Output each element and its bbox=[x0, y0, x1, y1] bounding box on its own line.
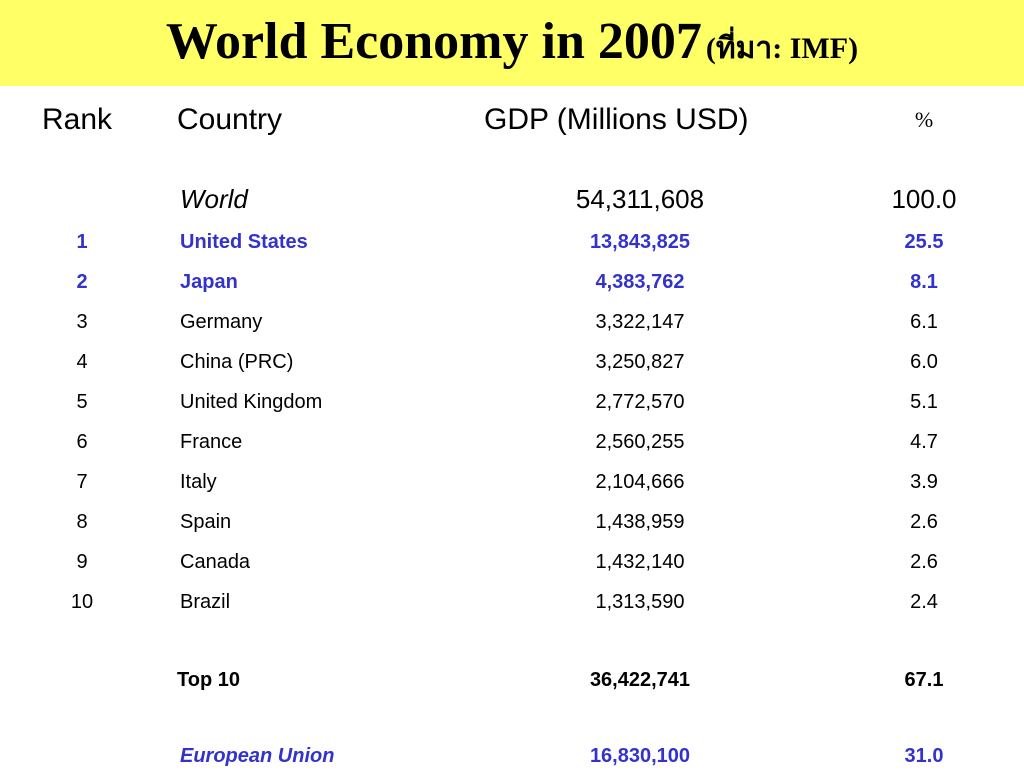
eu-gdp: 16,830,100 bbox=[589, 745, 691, 767]
percent-cell: 8.1 bbox=[910, 271, 938, 293]
world-gdp: 54,311,608 bbox=[575, 184, 705, 214]
percent-cell: 5.1 bbox=[910, 391, 938, 413]
rank-cell: 10 bbox=[70, 591, 94, 613]
country-cell: Brazil bbox=[180, 591, 231, 613]
gdp-cell: 1,432,140 bbox=[595, 551, 685, 573]
rank-cell: 9 bbox=[76, 551, 88, 573]
column-header-percent: % bbox=[914, 107, 934, 132]
country-cell: Italy bbox=[180, 471, 217, 493]
table-row: 3 Germany 3,322,147 6.1 bbox=[0, 302, 1024, 342]
percent-cell: 2.6 bbox=[910, 551, 938, 573]
gdp-cell: 1,313,590 bbox=[595, 591, 685, 613]
top10-gdp: 36,422,741 bbox=[589, 669, 691, 691]
eu-label: European Union bbox=[180, 745, 335, 767]
table-row: 1 United States 13,843,825 25.5 bbox=[0, 222, 1024, 262]
percent-cell: 25.5 bbox=[904, 231, 944, 253]
country-cell: Spain bbox=[180, 511, 232, 533]
percent-cell: 2.6 bbox=[910, 511, 938, 533]
table-row: 9 Canada 1,432,140 2.6 bbox=[0, 542, 1024, 582]
rank-cell: 3 bbox=[76, 311, 88, 333]
table-row: 8 Spain 1,438,959 2.6 bbox=[0, 502, 1024, 542]
eu-percent: 31.0 bbox=[904, 745, 944, 767]
table-row: 6 France 2,560,255 4.7 bbox=[0, 422, 1024, 462]
country-cell: France bbox=[180, 431, 243, 453]
table-row-top10: Top 10 36,422,741 67.1 bbox=[0, 660, 1024, 700]
rank-cell: 1 bbox=[76, 231, 88, 253]
gdp-cell: 13,843,825 bbox=[589, 231, 691, 253]
title-banner bbox=[0, 0, 1024, 86]
gdp-cell: 1,438,959 bbox=[595, 511, 685, 533]
percent-cell: 3.9 bbox=[910, 471, 938, 493]
page-title: World Economy in 2007 (ที่มา: IMF) bbox=[0, 12, 1024, 72]
table-row-world: World 54,311,608 100.0 bbox=[0, 179, 1024, 219]
rank-cell: 6 bbox=[76, 431, 88, 453]
percent-cell: 6.0 bbox=[910, 351, 938, 373]
gdp-cell: 4,383,762 bbox=[595, 271, 685, 293]
percent-cell: 6.1 bbox=[910, 311, 938, 333]
table-row: 5 United Kingdom 2,772,570 5.1 bbox=[0, 382, 1024, 422]
rank-cell: 7 bbox=[76, 471, 88, 493]
rank-cell: 4 bbox=[76, 351, 88, 373]
rank-cell: 8 bbox=[76, 511, 88, 533]
top10-label: Top 10 bbox=[177, 669, 240, 691]
gdp-cell: 3,250,827 bbox=[595, 351, 685, 373]
table-row: 2 Japan 4,383,762 8.1 bbox=[0, 262, 1024, 302]
country-cell: Canada bbox=[180, 551, 251, 573]
table-row: 10 Brazil 1,313,590 2.4 bbox=[0, 582, 1024, 622]
country-cell: United States bbox=[180, 231, 308, 253]
country-cell: China (PRC) bbox=[180, 351, 294, 373]
gdp-cell: 2,104,666 bbox=[595, 471, 685, 493]
percent-cell: 4.7 bbox=[910, 431, 938, 453]
percent-cell: 2.4 bbox=[910, 591, 938, 613]
country-cell: Germany bbox=[180, 311, 263, 333]
table-row-eu: European Union 16,830,100 31.0 bbox=[0, 736, 1024, 776]
column-header-gdp: GDP (Millions USD) bbox=[484, 103, 749, 136]
rank-cell: 2 bbox=[76, 271, 88, 293]
world-label: World bbox=[180, 184, 248, 214]
gdp-cell: 2,772,570 bbox=[595, 391, 685, 413]
title-main: World Economy in 2007 bbox=[165, 13, 702, 70]
country-cell: United Kingdom bbox=[180, 391, 323, 413]
world-percent: 100.0 bbox=[891, 184, 957, 214]
gdp-cell: 3,322,147 bbox=[595, 311, 685, 333]
top10-percent: 67.1 bbox=[904, 669, 944, 691]
rank-cell: 5 bbox=[76, 391, 88, 413]
country-cell: Japan bbox=[180, 271, 238, 293]
column-header-country: Country bbox=[177, 103, 283, 136]
table-row: 7 Italy 2,104,666 3.9 bbox=[0, 462, 1024, 502]
table-row: 4 China (PRC) 3,250,827 6.0 bbox=[0, 342, 1024, 382]
column-header-rank: Rank bbox=[42, 103, 113, 136]
gdp-cell: 2,560,255 bbox=[595, 431, 685, 453]
title-source: (ที่มา: IMF) bbox=[705, 32, 859, 65]
